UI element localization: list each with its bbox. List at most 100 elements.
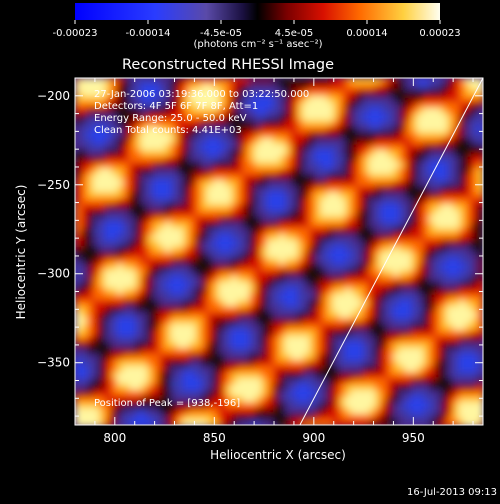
heatmap-cell <box>123 384 130 391</box>
heatmap-cell <box>249 138 256 145</box>
heatmap-cell <box>231 144 238 151</box>
heatmap-cell <box>135 348 142 355</box>
heatmap-cell <box>261 84 268 91</box>
heatmap-cell <box>237 420 244 425</box>
heatmap-cell <box>297 84 304 91</box>
heatmap-cell <box>225 402 232 409</box>
heatmap-cell <box>477 96 483 103</box>
heatmap-cell <box>75 162 82 169</box>
heatmap-cell <box>159 276 166 283</box>
heatmap-cell <box>243 318 250 325</box>
heatmap-cell <box>177 402 184 409</box>
heatmap-cell <box>363 294 370 301</box>
heatmap-cell <box>195 312 202 319</box>
heatmap-cell <box>129 90 136 97</box>
heatmap-cell <box>381 198 388 205</box>
heatmap-cell <box>441 192 448 199</box>
heatmap-cell <box>99 288 106 295</box>
heatmap-cell <box>447 108 454 115</box>
heatmap-cell <box>147 96 154 103</box>
heatmap-cell <box>357 396 364 403</box>
heatmap-cell <box>351 78 358 85</box>
heatmap-cell <box>231 330 238 337</box>
heatmap-cell <box>303 324 310 331</box>
heatmap-cell <box>99 420 106 425</box>
heatmap-cell <box>453 414 460 421</box>
heatmap-cell <box>249 324 256 331</box>
heatmap-cell <box>111 144 118 151</box>
heatmap-cell <box>81 258 88 265</box>
heatmap-cell <box>447 336 454 343</box>
heatmap-cell <box>159 168 166 175</box>
heatmap-cell <box>117 234 124 241</box>
heatmap-cell <box>141 360 148 367</box>
heatmap-cell <box>429 84 436 91</box>
heatmap-cell <box>147 330 154 337</box>
heatmap-cell <box>441 330 448 337</box>
heatmap-cell <box>387 228 394 235</box>
heatmap-cell <box>291 396 298 403</box>
heatmap-cell <box>453 234 460 241</box>
heatmap-cell <box>189 234 196 241</box>
heatmap-cell <box>207 186 214 193</box>
heatmap-cell <box>459 282 466 289</box>
heatmap-cell <box>165 246 172 253</box>
heatmap-cell <box>399 132 406 139</box>
heatmap-cell <box>441 390 448 397</box>
heatmap-cell <box>255 234 262 241</box>
heatmap-cell <box>171 180 178 187</box>
heatmap-cell <box>219 192 226 199</box>
heatmap-cell <box>321 396 328 403</box>
heatmap-cell <box>381 210 388 217</box>
heatmap-cell <box>165 360 172 367</box>
heatmap-cell <box>81 390 88 397</box>
heatmap-cell <box>423 270 430 277</box>
heatmap-cell <box>225 366 232 373</box>
heatmap-cell <box>195 372 202 379</box>
heatmap-cell <box>87 120 94 127</box>
heatmap-cell <box>123 372 130 379</box>
heatmap-cell <box>183 144 190 151</box>
heatmap-cell <box>327 414 334 421</box>
heatmap-cell <box>261 240 268 247</box>
heatmap-cell <box>303 294 310 301</box>
heatmap-cell <box>369 396 376 403</box>
heatmap-cell <box>267 318 274 325</box>
heatmap-cell <box>339 306 346 313</box>
heatmap-cell <box>237 396 244 403</box>
heatmap-cell <box>93 378 100 385</box>
heatmap-cell <box>219 276 226 283</box>
heatmap-cell <box>249 378 256 385</box>
heatmap-cell <box>213 360 220 367</box>
heatmap-cell <box>321 204 328 211</box>
heatmap-cell <box>237 240 244 247</box>
heatmap-cell <box>111 408 118 415</box>
heatmap-cell <box>177 204 184 211</box>
heatmap-cell <box>465 150 472 157</box>
heatmap-cell <box>99 300 106 307</box>
heatmap-cell <box>279 132 286 139</box>
heatmap-cell <box>471 132 478 139</box>
heatmap-cell <box>339 138 346 145</box>
heatmap-cell <box>453 402 460 409</box>
heatmap-cell <box>375 390 382 397</box>
heatmap-cell <box>471 372 478 379</box>
heatmap-cell <box>447 390 454 397</box>
heatmap-cell <box>447 150 454 157</box>
heatmap-cell <box>393 180 400 187</box>
heatmap-cell <box>357 342 364 349</box>
heatmap-cell <box>387 324 394 331</box>
heatmap-cell <box>261 90 268 97</box>
heatmap-cell <box>195 222 202 229</box>
heatmap-cell <box>447 378 454 385</box>
heatmap-cell <box>147 144 154 151</box>
heatmap-cell <box>471 186 478 193</box>
heatmap-cell <box>381 126 388 133</box>
heatmap-cell <box>411 222 418 229</box>
heatmap-cell <box>123 120 130 127</box>
heatmap-cell <box>189 192 196 199</box>
heatmap-cell <box>171 240 178 247</box>
heatmap-cell <box>213 174 220 181</box>
heatmap-cell <box>249 198 256 205</box>
colorbar-ticks <box>74 20 441 24</box>
